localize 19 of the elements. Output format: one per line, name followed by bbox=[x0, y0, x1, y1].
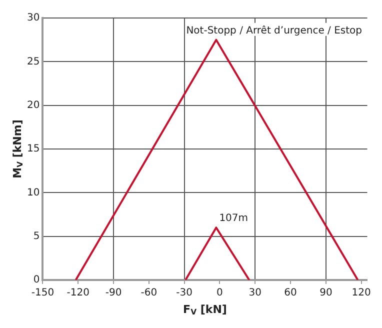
annotation: Not-Stopp / Arrêt d’urgence / Estop bbox=[186, 25, 362, 36]
x-tick-label: -60 bbox=[140, 288, 158, 299]
x-tick-label: 60 bbox=[284, 288, 297, 299]
y-tick-label: 15 bbox=[26, 144, 40, 155]
y-tick-label: 20 bbox=[26, 100, 40, 111]
x-tick-label: 90 bbox=[320, 288, 332, 299]
x-tick-label: 120 bbox=[352, 288, 371, 299]
x-tick-label: -90 bbox=[105, 288, 122, 299]
x-tick-label: -120 bbox=[66, 288, 90, 299]
x-tick-label: 0 bbox=[216, 288, 223, 299]
y-tick-label: 0 bbox=[33, 274, 40, 286]
y-tick-label: 30 bbox=[26, 12, 40, 24]
y-tick-label: 25 bbox=[26, 56, 40, 68]
annotation: 107m bbox=[219, 213, 248, 224]
y-tick-label: 5 bbox=[33, 230, 40, 242]
x-tick-label: -30 bbox=[176, 288, 193, 299]
x-tick-label: -150 bbox=[31, 288, 54, 299]
y-tick-label: 10 bbox=[26, 187, 40, 198]
x-tick-label: 30 bbox=[248, 288, 262, 299]
